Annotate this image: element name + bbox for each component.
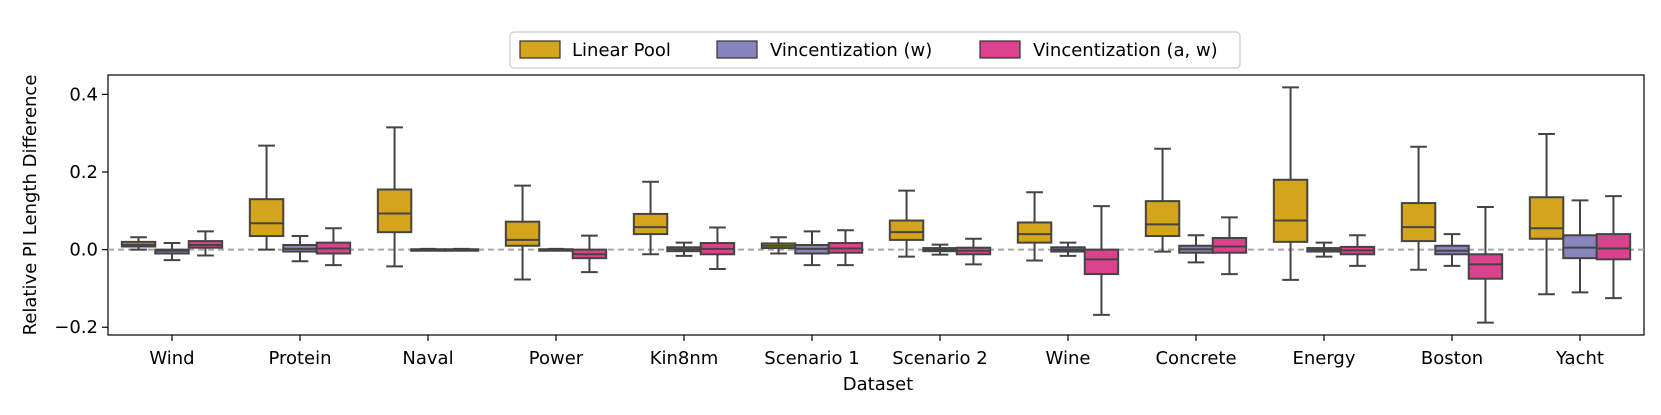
legend-label-vincentization-a-w: Vincentization (a, w) bbox=[1033, 40, 1218, 61]
legend-label-vincentization-w: Vincentization (w) bbox=[770, 40, 932, 61]
box-naval-vincentization-w bbox=[410, 247, 446, 252]
x-tick-label: Scenario 1 bbox=[764, 348, 859, 369]
box-concrete-linear-pool bbox=[1144, 147, 1181, 253]
legend: Linear Pool Vincentization (w) Vincentiz… bbox=[509, 31, 1241, 69]
box-power-linear-pool bbox=[504, 184, 541, 281]
y-axis-label: Relative PI Length Difference bbox=[20, 75, 41, 336]
iqr-box bbox=[1467, 253, 1504, 280]
box-wind-linear-pool bbox=[120, 236, 157, 251]
box-wind-vincentization-a-w bbox=[187, 230, 224, 257]
x-tick-label: Energy bbox=[1292, 348, 1355, 369]
box-concrete-vincentization-w bbox=[1178, 234, 1214, 264]
box-wine-vincentization-a-w bbox=[1083, 205, 1120, 316]
x-tick-label: Boston bbox=[1421, 348, 1483, 369]
iqr-box bbox=[888, 219, 925, 241]
iqr-box bbox=[1400, 202, 1437, 243]
box-kin8nm-vincentization-w bbox=[666, 241, 702, 257]
box-wine-linear-pool bbox=[1016, 191, 1053, 262]
box-kin8nm-vincentization-a-w bbox=[699, 226, 736, 271]
plot-area-frame bbox=[107, 74, 1645, 336]
y-tick-label: 0.0 bbox=[69, 240, 98, 261]
box-yacht-linear-pool bbox=[1528, 132, 1565, 296]
box-power-vincentization-w bbox=[538, 247, 574, 252]
iqr-box bbox=[1144, 200, 1181, 238]
x-tick-label: Yacht bbox=[1555, 348, 1604, 369]
legend-item-linear-pool: Linear Pool bbox=[519, 40, 671, 61]
box-protein-linear-pool bbox=[248, 144, 285, 251]
iqr-box bbox=[1083, 248, 1120, 276]
box-protein-vincentization-w bbox=[282, 235, 318, 263]
y-axis: −0.2 0.0 0.2 0.4 bbox=[54, 84, 108, 338]
box-wine-vincentization-w bbox=[1050, 241, 1086, 257]
y-tick-label: 0.4 bbox=[69, 84, 98, 105]
legend-item-vincentization-w: Vincentization (w) bbox=[716, 40, 932, 61]
legend-label-linear-pool: Linear Pool bbox=[572, 40, 671, 61]
x-tick-label: Concrete bbox=[1155, 348, 1236, 369]
iqr-box bbox=[376, 188, 413, 234]
x-tick-label: Kin8nm bbox=[650, 348, 719, 369]
iqr-box bbox=[1211, 236, 1248, 254]
iqr-box bbox=[1528, 196, 1565, 240]
box-concrete-vincentization-a-w bbox=[1211, 216, 1248, 276]
x-tick-label: Power bbox=[529, 348, 584, 369]
box-energy-linear-pool bbox=[1272, 86, 1309, 281]
box-scenario-2-vincentization-a-w bbox=[955, 237, 992, 266]
box-scenario-2-linear-pool bbox=[888, 189, 925, 258]
boxes bbox=[120, 86, 1632, 324]
box-scenario-2-vincentization-w bbox=[922, 243, 958, 256]
box-naval-linear-pool bbox=[376, 126, 413, 268]
x-tick-label: Wind bbox=[149, 348, 194, 369]
iqr-box bbox=[1272, 178, 1309, 243]
box-kin8nm-linear-pool bbox=[632, 180, 669, 256]
legend-swatch-vincentization-w bbox=[716, 40, 758, 59]
box-scenario-1-vincentization-w bbox=[794, 230, 830, 267]
box-energy-vincentization-w bbox=[1306, 241, 1342, 258]
y-tick-label: 0.2 bbox=[69, 162, 98, 183]
x-tick-label: Naval bbox=[402, 348, 453, 369]
box-yacht-vincentization-w bbox=[1562, 199, 1598, 294]
box-boston-vincentization-w bbox=[1434, 233, 1470, 267]
box-wind-vincentization-w bbox=[154, 242, 190, 262]
box-power-vincentization-a-w bbox=[571, 234, 608, 274]
box-scenario-1-vincentization-a-w bbox=[827, 229, 864, 267]
box-boston-vincentization-a-w bbox=[1467, 205, 1504, 324]
box-protein-vincentization-a-w bbox=[315, 227, 352, 267]
legend-swatch-linear-pool bbox=[519, 40, 561, 59]
legend-swatch-vincentization-a-w bbox=[979, 40, 1021, 59]
box-naval-vincentization-a-w bbox=[443, 247, 480, 252]
iqr-box bbox=[248, 198, 285, 238]
iqr-box bbox=[1016, 221, 1053, 244]
x-axis: Wind Protein Naval Power Kin8nm Scenario 1 Sce… bbox=[149, 335, 1604, 369]
legend-item-vincentization-a-w: Vincentization (a, w) bbox=[979, 40, 1218, 61]
y-tick-label: −0.2 bbox=[54, 317, 98, 338]
x-tick-label: Protein bbox=[268, 348, 331, 369]
iqr-box bbox=[504, 220, 541, 247]
box-scenario-1-linear-pool bbox=[760, 236, 797, 255]
box-yacht-vincentization-a-w bbox=[1595, 195, 1632, 300]
x-axis-label: Dataset bbox=[843, 374, 914, 395]
box-energy-vincentization-a-w bbox=[1339, 234, 1376, 267]
iqr-box bbox=[1595, 233, 1632, 261]
iqr-box bbox=[632, 212, 669, 236]
box-boston-linear-pool bbox=[1400, 145, 1437, 271]
x-tick-label: Wine bbox=[1046, 348, 1091, 369]
legend-frame bbox=[509, 31, 1241, 69]
x-tick-label: Scenario 2 bbox=[892, 348, 987, 369]
